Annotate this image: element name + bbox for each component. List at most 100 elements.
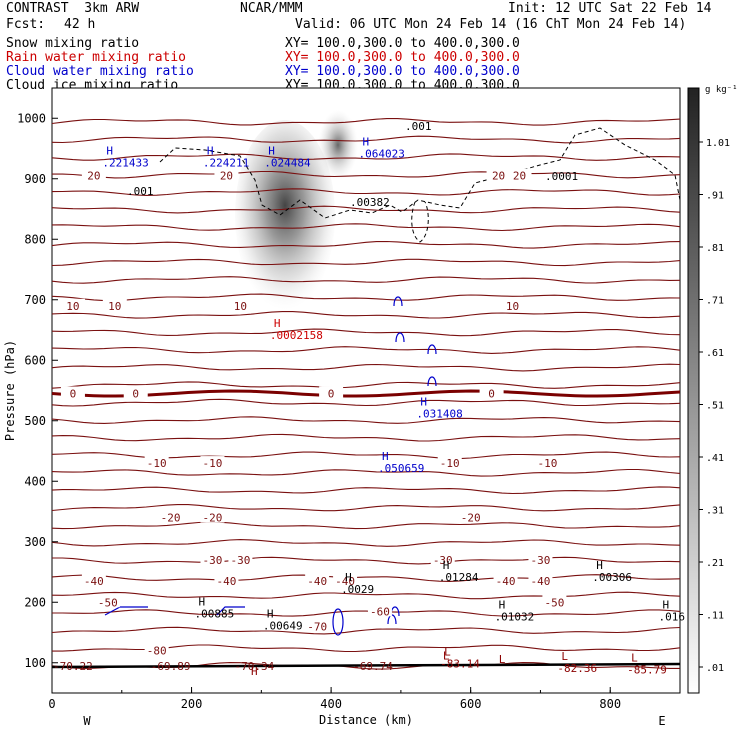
y-tick-label: 100 <box>24 656 46 670</box>
colorbar <box>687 87 700 694</box>
extremum-marker: H <box>596 559 603 572</box>
extremum-marker: H <box>274 317 281 330</box>
contour-label-bg <box>214 168 239 181</box>
contour-label: -10 <box>537 457 557 470</box>
contour-label-bg <box>500 298 525 311</box>
temperature-contour <box>52 504 680 512</box>
field-xy-rain: XY= 100.0,300.0 to 400.0,300.0 <box>285 50 520 65</box>
extremum-marker: H <box>443 559 450 572</box>
extremum-marker: H <box>382 450 389 463</box>
temperature-contour <box>52 258 680 267</box>
contour-label: -30 <box>203 554 223 567</box>
extremum-marker: H <box>267 607 274 620</box>
contour-label-bg <box>507 168 532 181</box>
temperature-contour <box>52 188 680 196</box>
temperature-contour <box>52 398 680 407</box>
contour-label: 20 <box>87 170 100 183</box>
field-xy-snow: XY= 100.0,300.0 to 400.0,300.0 <box>285 36 520 51</box>
contour-label: 0 <box>488 388 495 401</box>
field-name-snow: Snow mixing ratio <box>6 36 140 51</box>
x-axis-label: Distance (km) <box>319 713 413 727</box>
contour-label: -80 <box>147 645 167 658</box>
extremum-value: .00306 <box>592 571 632 584</box>
contour-label-bg <box>486 168 511 181</box>
chart-title: CONTRAST 3km ARW <box>6 1 140 16</box>
contour-label-bg <box>95 595 120 608</box>
y-tick-label: 1000 <box>17 111 46 125</box>
extremum-marker: L <box>499 653 506 666</box>
cloud-water-contour <box>387 614 397 625</box>
contour-label-bg <box>123 386 148 399</box>
extremum-value: .064023 <box>359 148 405 161</box>
x-right-end-label: E <box>658 714 665 728</box>
snow-shading <box>235 120 335 310</box>
colorbar-tick-label: .31 <box>706 506 724 517</box>
contour-label-bg <box>535 456 560 469</box>
temperature-contour <box>52 205 680 214</box>
contour-label: -40 <box>84 575 104 588</box>
extremum-marker: L <box>631 652 638 665</box>
extremum-marker: L <box>444 646 451 659</box>
extremum-value: -83.14 <box>440 658 480 671</box>
temperature-contour <box>52 170 680 179</box>
contour-label-bg <box>305 619 330 632</box>
extremum-marker: H <box>199 595 206 608</box>
contour-label: -50 <box>544 596 564 609</box>
x-left-end-label: W <box>83 714 91 728</box>
extremum-value: .0029 <box>341 583 374 596</box>
cloud-water-contour <box>427 376 437 387</box>
extremum-value: .016 <box>659 610 686 623</box>
contour-label: 10 <box>234 300 247 313</box>
x-tick-label: 800 <box>599 697 621 711</box>
contour-label: 0 <box>70 388 77 401</box>
contour-extreme-value: -69.89 <box>151 660 191 673</box>
field-name-rain: Rain water mixing ratio <box>6 50 187 65</box>
temperature-contour <box>52 153 680 161</box>
temperature-contour <box>52 293 680 302</box>
cloud-water-contour <box>395 332 405 343</box>
contour-label: -40 <box>307 575 327 588</box>
contour-label-bg <box>144 643 169 656</box>
contour-label-bg <box>430 552 455 565</box>
contour-label-bg <box>528 552 553 565</box>
contour-label-bg <box>60 386 85 399</box>
contour-label: 20 <box>492 170 505 183</box>
y-tick-label: 200 <box>24 595 46 609</box>
contour-label: -40 <box>531 575 551 588</box>
temperature-contour <box>52 381 680 389</box>
y-axis-label: Pressure (hPa) <box>3 340 17 441</box>
contour-label-bg <box>305 574 330 587</box>
contour-extreme-value: -70.34 <box>234 660 274 673</box>
contour-label: -20 <box>461 512 481 525</box>
contour-label-bg <box>458 510 483 523</box>
cloud-water-contour <box>104 606 148 616</box>
extremum-value: .031408 <box>416 408 462 421</box>
contour-label-bg <box>479 386 504 399</box>
contour-label: -40 <box>335 575 355 588</box>
colorbar-tick-label: .81 <box>706 243 724 254</box>
temperature-contour <box>52 240 680 249</box>
contour-label: -60 <box>370 605 390 618</box>
extremum-marker: L <box>561 650 568 663</box>
extremum-value: -85.79 <box>627 664 667 677</box>
temperature-contour <box>52 539 680 547</box>
colorbar-tick-label: .01 <box>706 663 724 674</box>
contour-label-bg <box>214 574 239 587</box>
contour-label-bg <box>144 456 169 469</box>
temperature-contour <box>52 574 680 582</box>
y-tick-label: 400 <box>24 474 46 488</box>
extremum-value: -82.36 <box>557 662 597 675</box>
colorbar-tick-label: .41 <box>706 453 724 464</box>
contour-label: -20 <box>161 512 181 525</box>
contour-label-bg <box>158 510 183 523</box>
temperature-contour <box>52 346 680 354</box>
extremum-value: .01032 <box>495 610 535 623</box>
field-xy-cloud-water: XY= 100.0,300.0 to 400.0,300.0 <box>285 64 520 79</box>
temperature-contour <box>52 556 680 565</box>
temperature-contour <box>52 363 680 372</box>
extremum-value: .00649 <box>263 619 303 632</box>
y-tick-label: 700 <box>24 293 46 307</box>
colorbar-tick-label: .11 <box>706 611 724 622</box>
